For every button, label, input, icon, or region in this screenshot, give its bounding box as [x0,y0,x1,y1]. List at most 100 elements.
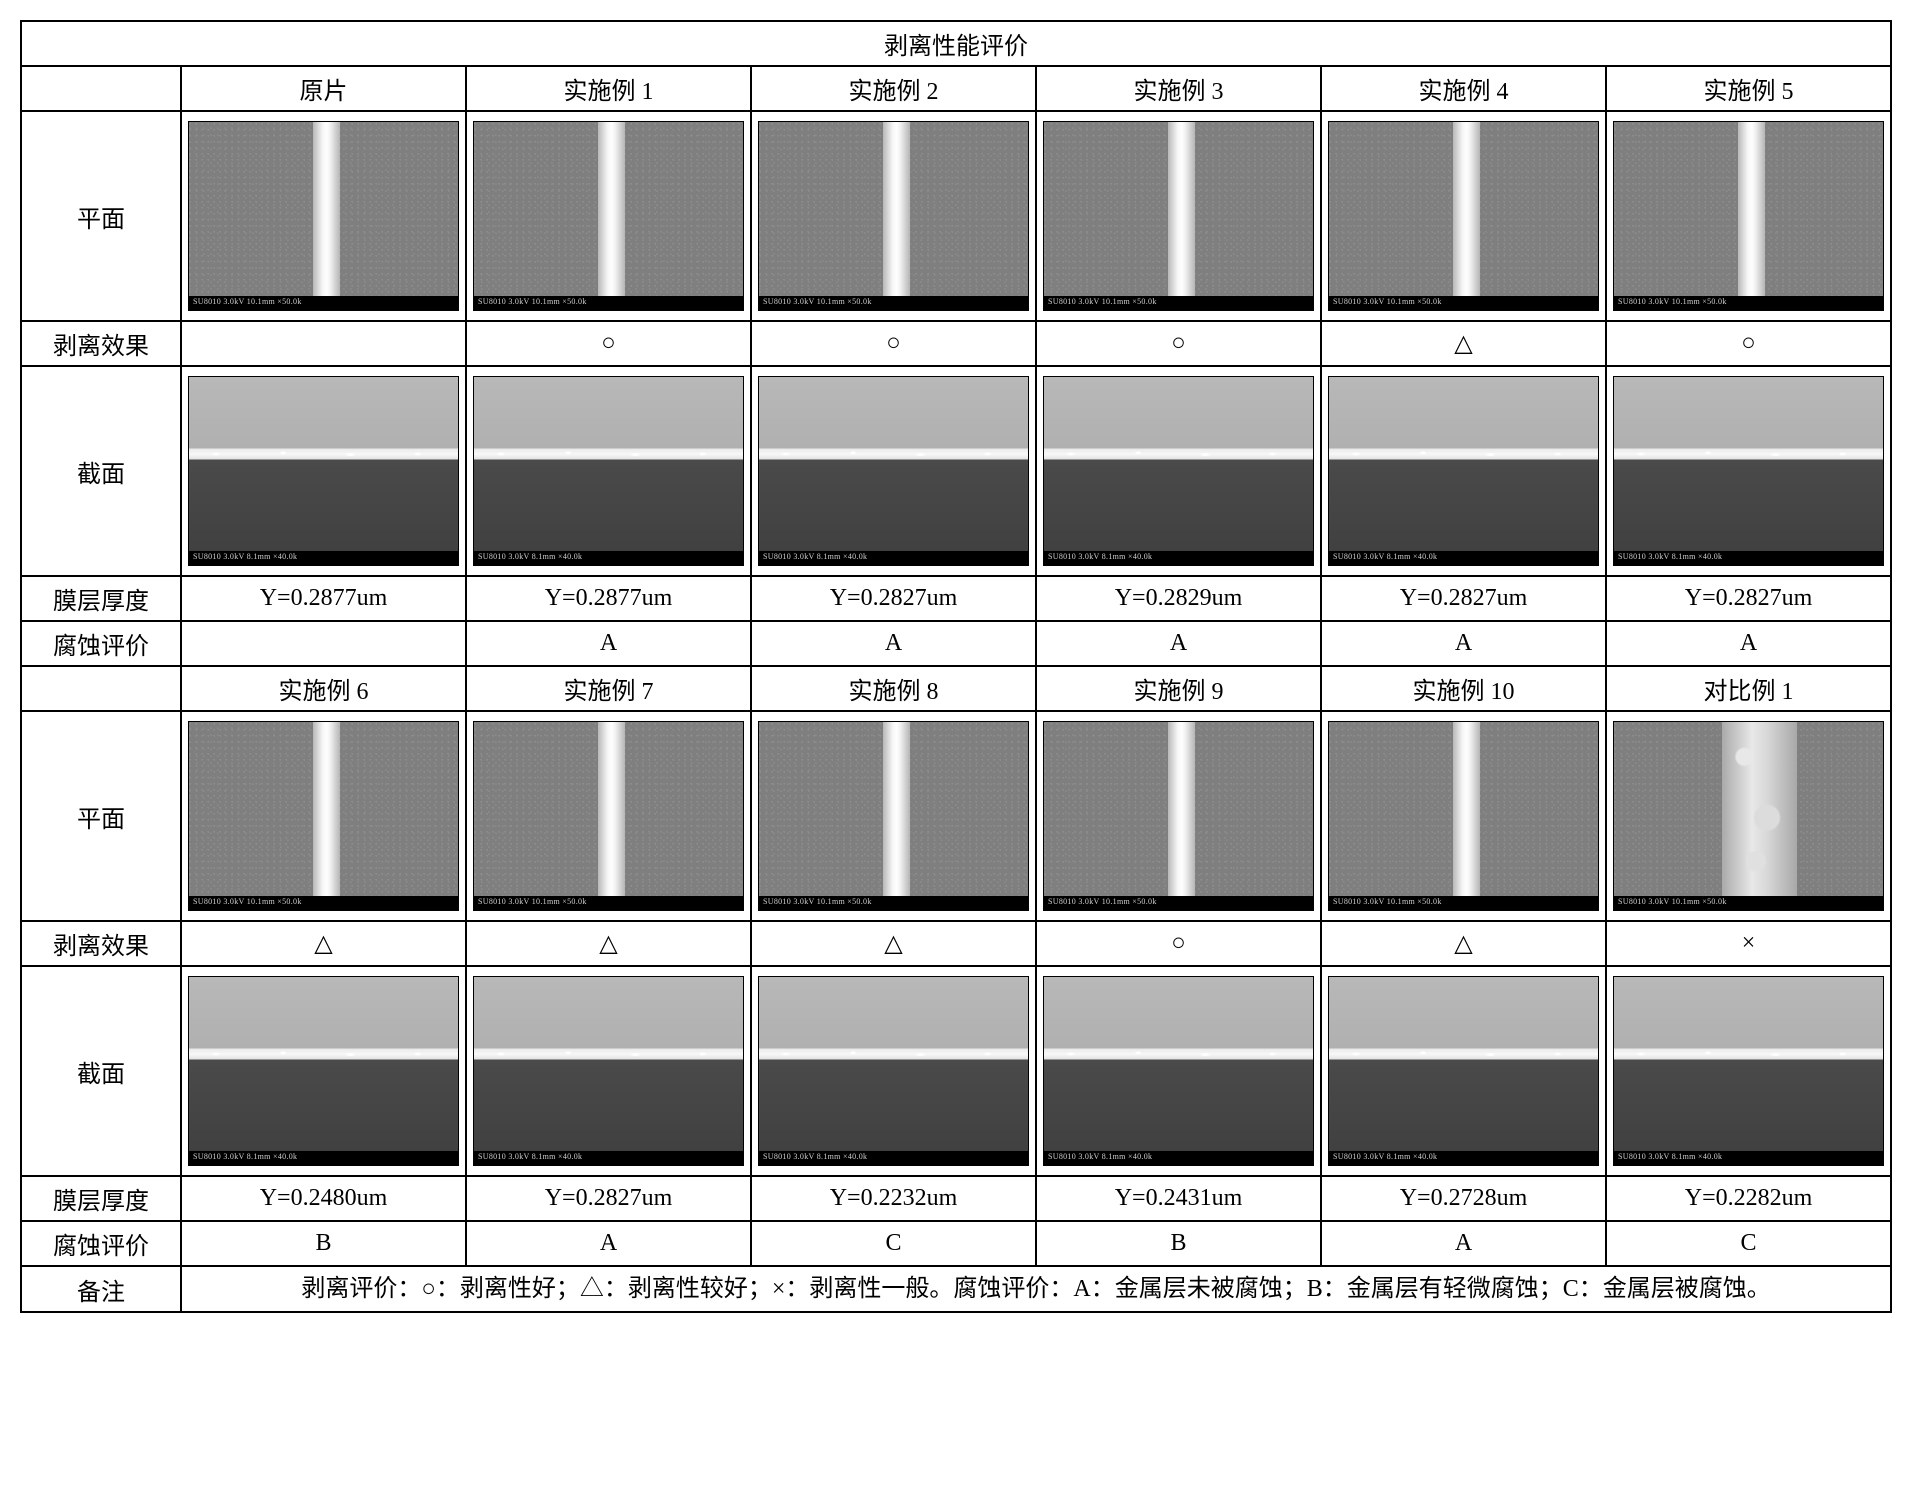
group1-plane-row: 平面 SU8010 3.0kV 10.1mm ×50.0k SU8010 3.0… [21,111,1891,321]
group1-corrosion-row: 腐蚀评价 A A A A A [21,621,1891,666]
sem-caption: SU8010 3.0kV 10.1mm ×50.0k [1618,297,1727,309]
group2-peel-row: 剥离效果 △ △ △ ○ △ × [21,921,1891,966]
sem-plan-image: SU8010 3.0kV 10.1mm ×50.0k [1043,121,1314,311]
col-header: 实施例 2 [751,66,1036,111]
peel-value: △ [751,921,1036,966]
corrosion-value: A [1321,1221,1606,1266]
col-header: 实施例 8 [751,666,1036,711]
sem-caption: SU8010 3.0kV 8.1mm ×40.0k [763,552,867,564]
col-header: 实施例 6 [181,666,466,711]
row-label-peel: 剥离效果 [21,921,181,966]
sem-cross-image: SU8010 3.0kV 8.1mm ×40.0k [1043,976,1314,1166]
sem-caption: SU8010 3.0kV 8.1mm ×40.0k [1048,1152,1152,1164]
group1-header-row: 原片 实施例 1 实施例 2 实施例 3 实施例 4 实施例 5 [21,66,1891,111]
corrosion-value: C [751,1221,1036,1266]
row-label-cross: 截面 [21,966,181,1176]
sem-caption: SU8010 3.0kV 10.1mm ×50.0k [763,297,872,309]
col-header: 实施例 7 [466,666,751,711]
group2-plane-row: 平面 SU8010 3.0kV 10.1mm ×50.0k SU8010 3.0… [21,711,1891,921]
thickness-value: Y=0.2827um [1321,576,1606,621]
sem-caption: SU8010 3.0kV 8.1mm ×40.0k [478,552,582,564]
col-header: 实施例 9 [1036,666,1321,711]
sem-caption: SU8010 3.0kV 10.1mm ×50.0k [478,297,587,309]
empty-cell [21,66,181,111]
sem-caption: SU8010 3.0kV 8.1mm ×40.0k [193,552,297,564]
thickness-value: Y=0.2728um [1321,1176,1606,1221]
sem-caption: SU8010 3.0kV 8.1mm ×40.0k [1048,552,1152,564]
table-title: 剥离性能评价 [21,21,1891,66]
row-label-corrosion: 腐蚀评价 [21,621,181,666]
group2-cross-row: 截面 SU8010 3.0kV 8.1mm ×40.0k SU8010 3.0k… [21,966,1891,1176]
sem-plan-image: SU8010 3.0kV 10.1mm ×50.0k [473,121,744,311]
corrosion-value: A [1321,621,1606,666]
thickness-value: Y=0.2829um [1036,576,1321,621]
thickness-value: Y=0.2827um [751,576,1036,621]
peel-value: ○ [466,321,751,366]
row-label-thickness: 膜层厚度 [21,576,181,621]
peel-value: △ [1321,921,1606,966]
row-label-peel: 剥离效果 [21,321,181,366]
group2-thickness-row: 膜层厚度 Y=0.2480um Y=0.2827um Y=0.2232um Y=… [21,1176,1891,1221]
sem-caption: SU8010 3.0kV 10.1mm ×50.0k [193,897,302,909]
notes-row: 备注 剥离评价：○：剥离性好；△：剥离性较好；×：剥离性一般。腐蚀评价：A：金属… [21,1266,1891,1312]
peel-value: ○ [1036,921,1321,966]
peel-value [181,321,466,366]
corrosion-value: B [1036,1221,1321,1266]
thickness-value: Y=0.2827um [1606,576,1891,621]
col-header: 实施例 1 [466,66,751,111]
sem-caption: SU8010 3.0kV 10.1mm ×50.0k [1333,897,1442,909]
peel-value: ○ [1036,321,1321,366]
sem-cross-image: SU8010 3.0kV 8.1mm ×40.0k [1328,376,1599,566]
group2-header-row: 实施例 6 实施例 7 实施例 8 实施例 9 实施例 10 对比例 1 [21,666,1891,711]
thickness-value: Y=0.2282um [1606,1176,1891,1221]
corrosion-value [181,621,466,666]
sem-caption: SU8010 3.0kV 10.1mm ×50.0k [1618,897,1727,909]
thickness-value: Y=0.2480um [181,1176,466,1221]
sem-cross-image: SU8010 3.0kV 8.1mm ×40.0k [758,376,1029,566]
group1-cross-row: 截面 SU8010 3.0kV 8.1mm ×40.0k SU8010 3.0k… [21,366,1891,576]
sem-caption: SU8010 3.0kV 8.1mm ×40.0k [1333,1152,1437,1164]
peel-value: ○ [751,321,1036,366]
row-label-thickness: 膜层厚度 [21,1176,181,1221]
sem-cross-image: SU8010 3.0kV 8.1mm ×40.0k [1613,376,1884,566]
sem-cross-image: SU8010 3.0kV 8.1mm ×40.0k [188,976,459,1166]
peel-value: ○ [1606,321,1891,366]
corrosion-value: A [1606,621,1891,666]
sem-plan-image: SU8010 3.0kV 10.1mm ×50.0k [1613,121,1884,311]
thickness-value: Y=0.2877um [466,576,751,621]
peel-value: × [1606,921,1891,966]
sem-plan-image: SU8010 3.0kV 10.1mm ×50.0k [758,121,1029,311]
notes-text: 剥离评价：○：剥离性好；△：剥离性较好；×：剥离性一般。腐蚀评价：A：金属层未被… [181,1266,1891,1312]
sem-cross-image: SU8010 3.0kV 8.1mm ×40.0k [1613,976,1884,1166]
sem-cross-image: SU8010 3.0kV 8.1mm ×40.0k [473,376,744,566]
sem-caption: SU8010 3.0kV 8.1mm ×40.0k [763,1152,867,1164]
sem-caption: SU8010 3.0kV 8.1mm ×40.0k [478,1152,582,1164]
sem-plan-image: SU8010 3.0kV 10.1mm ×50.0k [1328,121,1599,311]
col-header: 实施例 3 [1036,66,1321,111]
peel-value: △ [466,921,751,966]
thickness-value: Y=0.2232um [751,1176,1036,1221]
peel-value: △ [1321,321,1606,366]
sem-caption: SU8010 3.0kV 8.1mm ×40.0k [193,1152,297,1164]
peel-value: △ [181,921,466,966]
col-header: 实施例 10 [1321,666,1606,711]
empty-cell [21,666,181,711]
thickness-value: Y=0.2877um [181,576,466,621]
col-header: 对比例 1 [1606,666,1891,711]
group1-peel-row: 剥离效果 ○ ○ ○ △ ○ [21,321,1891,366]
sem-caption: SU8010 3.0kV 10.1mm ×50.0k [478,897,587,909]
thickness-value: Y=0.2827um [466,1176,751,1221]
sem-caption: SU8010 3.0kV 10.1mm ×50.0k [763,897,872,909]
sem-caption: SU8010 3.0kV 10.1mm ×50.0k [1048,897,1157,909]
sem-plan-image: SU8010 3.0kV 10.1mm ×50.0k [188,721,459,911]
sem-cross-image: SU8010 3.0kV 8.1mm ×40.0k [473,976,744,1166]
sem-caption: SU8010 3.0kV 10.1mm ×50.0k [1333,297,1442,309]
group2-corrosion-row: 腐蚀评价 B A C B A C [21,1221,1891,1266]
sem-plan-image: SU8010 3.0kV 10.1mm ×50.0k [188,121,459,311]
col-header: 实施例 4 [1321,66,1606,111]
sem-caption: SU8010 3.0kV 10.1mm ×50.0k [1048,297,1157,309]
sem-plan-image-damaged: SU8010 3.0kV 10.1mm ×50.0k [1613,721,1884,911]
sem-cross-image: SU8010 3.0kV 8.1mm ×40.0k [758,976,1029,1166]
sem-caption: SU8010 3.0kV 8.1mm ×40.0k [1618,552,1722,564]
sem-caption: SU8010 3.0kV 10.1mm ×50.0k [193,297,302,309]
